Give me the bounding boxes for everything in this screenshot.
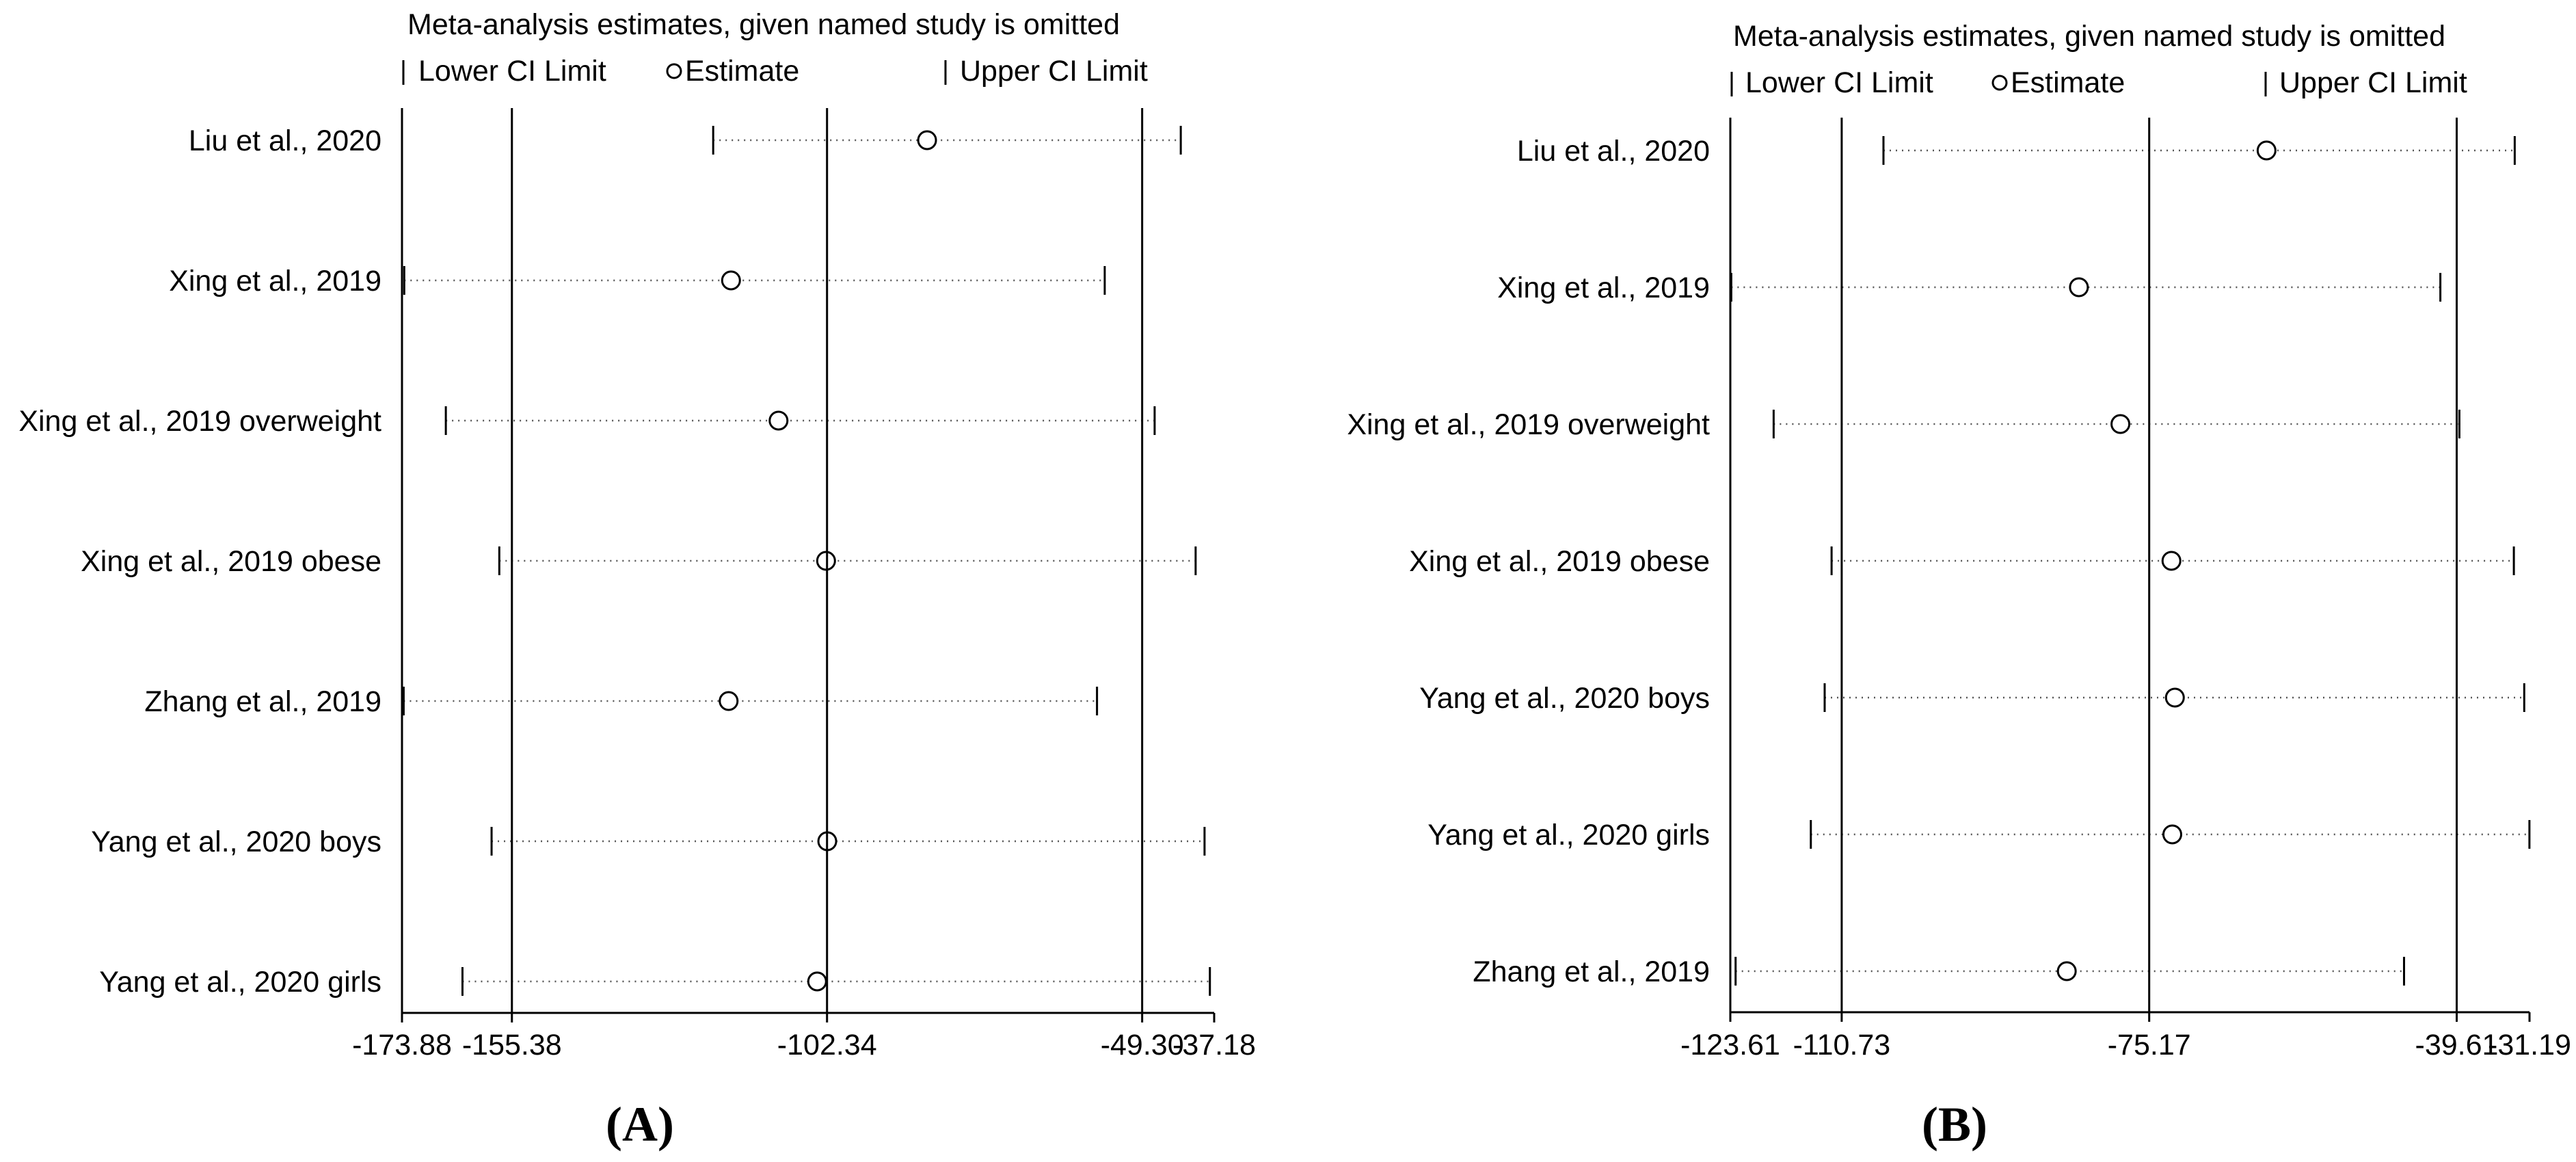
estimate-marker — [2162, 824, 2182, 845]
panel-b-label: (B) — [1922, 1097, 1987, 1152]
study-row — [1823, 683, 2525, 712]
legend-lower-label: Lower CI Limit — [1745, 66, 1933, 99]
estimate-marker — [807, 971, 827, 992]
study-label: Xing et al., 2019 — [1497, 272, 1710, 304]
x-tick-label: -39.61 — [2415, 1029, 2499, 1061]
study-row — [1882, 136, 2516, 165]
study-label: Zhang et al., 2019 — [144, 685, 381, 718]
panel-a-legend: Lower CI Limit Estimate Upper CI Limit — [402, 55, 1148, 88]
panel-b-reference-lines — [1840, 118, 2458, 1012]
panel-a-reference-lines — [511, 108, 1144, 1013]
x-tick-label: -110.73 — [1793, 1029, 1891, 1061]
panel-a-study-labels: Liu et al., 2020 Xing et al., 2019 Xing … — [18, 124, 381, 999]
estimate-marker — [2056, 961, 2077, 981]
panel-a-x-ticks — [401, 1013, 1216, 1022]
study-row — [1734, 957, 2405, 986]
legend-upper-label: Upper CI Limit — [960, 55, 1148, 88]
x-tick-label: -155.38 — [462, 1029, 562, 1061]
panel-b-title: Meta-analysis estimates, given named stu… — [1733, 20, 2445, 53]
panel-a-rows — [402, 126, 1211, 996]
study-label: Liu et al., 2020 — [1517, 135, 1710, 168]
estimate-marker — [917, 130, 937, 150]
x-tick-label: -37.18 — [1172, 1029, 1256, 1061]
panel-b-rows — [1730, 136, 2531, 986]
study-row — [498, 546, 1197, 575]
legend-estimate-marker — [666, 63, 682, 79]
panel-a: Meta-analysis estimates, given named stu… — [18, 8, 1256, 1152]
study-label: Xing et al., 2019 overweight — [18, 405, 381, 438]
study-label: Xing et al., 2019 obese — [81, 545, 381, 578]
legend-lower-label: Lower CI Limit — [418, 55, 606, 88]
study-label: Liu et al., 2020 — [189, 124, 381, 157]
study-row — [490, 827, 1206, 856]
study-label: Yang et al., 2020 girls — [99, 966, 381, 999]
estimate-marker — [2069, 277, 2089, 298]
study-row — [444, 406, 1156, 435]
study-row — [1830, 546, 2515, 575]
estimate-marker — [2161, 551, 2182, 571]
study-label: Yang et al., 2020 boys — [1419, 682, 1710, 715]
study-label: Yang et al., 2020 boys — [91, 826, 381, 858]
study-label: Zhang et al., 2019 — [1473, 955, 1710, 988]
study-row — [403, 266, 1106, 295]
panel-b-legend: Lower CI Limit Estimate Upper CI Limit — [1730, 66, 2467, 99]
legend-estimate-label: Estimate — [2011, 66, 2125, 99]
study-label: Xing et al., 2019 obese — [1409, 545, 1710, 578]
x-tick-label: -75.17 — [2108, 1029, 2191, 1061]
panel-b: Meta-analysis estimates, given named stu… — [1347, 20, 2571, 1152]
estimate-marker — [719, 691, 739, 711]
x-tick-label: -49.30 — [1101, 1029, 1184, 1061]
study-label: Xing et al., 2019 — [169, 265, 381, 298]
study-row — [402, 687, 1099, 715]
legend-upper-label: Upper CI Limit — [2279, 66, 2467, 99]
study-row — [1810, 820, 2531, 849]
study-row — [1772, 410, 2460, 438]
panel-b-x-tick-labels: -123.61 -110.73 -75.17 -39.61 -31.19 — [1680, 1029, 2571, 1061]
legend-estimate-marker — [1991, 75, 2008, 91]
x-tick-label: -31.19 — [2488, 1029, 2571, 1061]
study-row — [1730, 273, 2442, 302]
estimate-marker — [2256, 140, 2277, 161]
legend-estimate-label: Estimate — [685, 55, 799, 88]
x-tick-label: -102.34 — [777, 1029, 877, 1061]
estimate-marker — [2110, 414, 2131, 434]
panel-b-x-ticks — [1729, 1012, 2531, 1022]
panel-a-title: Meta-analysis estimates, given named stu… — [407, 8, 1120, 41]
panel-a-label: (A) — [606, 1097, 674, 1152]
x-tick-label: -123.61 — [1680, 1029, 1780, 1061]
panel-b-study-labels: Liu et al., 2020 Xing et al., 2019 Xing … — [1347, 135, 1710, 988]
estimate-marker — [721, 270, 741, 291]
panel-a-x-tick-labels: -173.88 -155.38 -102.34 -49.30 -37.18 — [352, 1029, 1256, 1061]
study-label: Yang et al., 2020 girls — [1427, 819, 1710, 851]
study-label: Xing et al., 2019 overweight — [1347, 408, 1710, 441]
x-tick-label: -173.88 — [352, 1029, 452, 1061]
estimate-marker — [768, 410, 789, 431]
estimate-marker — [2164, 687, 2185, 708]
study-row — [461, 967, 1211, 996]
study-row — [712, 126, 1182, 155]
